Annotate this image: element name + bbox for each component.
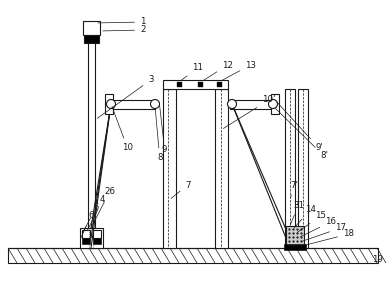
Bar [83, 21, 100, 35]
Bar [84, 35, 99, 43]
Text: 8': 8' [275, 108, 328, 160]
Text: 9': 9' [277, 102, 323, 152]
Text: 12: 12 [203, 61, 233, 80]
Text: 5: 5 [82, 204, 99, 234]
Circle shape [227, 100, 236, 108]
Text: 9: 9 [159, 103, 167, 154]
Text: 16: 16 [300, 217, 336, 237]
Bar [109, 100, 155, 109]
Text: 2: 2 [103, 25, 145, 35]
Bar [82, 230, 90, 238]
Circle shape [151, 100, 160, 108]
Bar [93, 230, 101, 238]
Text: 17: 17 [303, 223, 346, 241]
Bar [163, 89, 176, 248]
Bar [217, 82, 222, 87]
Text: 26: 26 [91, 188, 115, 228]
Bar [298, 89, 308, 248]
Text: 7: 7 [171, 180, 190, 198]
Bar [163, 80, 228, 89]
Text: 15: 15 [297, 212, 326, 233]
Text: 13: 13 [222, 61, 256, 81]
Text: 14: 14 [294, 206, 316, 228]
Bar [93, 238, 101, 244]
Bar [284, 244, 306, 250]
Text: 7': 7' [290, 180, 298, 197]
Bar [105, 94, 113, 114]
Text: 8: 8 [155, 109, 163, 162]
Bar [177, 82, 182, 87]
Text: 1: 1 [98, 17, 145, 27]
Text: 31: 31 [290, 200, 304, 225]
Bar [271, 94, 279, 114]
Text: 10': 10' [223, 96, 275, 128]
Circle shape [106, 100, 115, 108]
Bar [82, 238, 90, 244]
Circle shape [268, 100, 278, 108]
Text: 4: 4 [87, 196, 106, 231]
Bar [198, 82, 203, 87]
Bar [215, 89, 228, 248]
Text: 3: 3 [97, 76, 154, 118]
Text: 10: 10 [112, 107, 133, 152]
Bar [285, 89, 295, 248]
Bar [80, 228, 103, 248]
Text: 11: 11 [181, 63, 203, 80]
Bar [88, 35, 95, 248]
Bar [8, 248, 378, 263]
Text: 19: 19 [372, 255, 383, 265]
Text: 18: 18 [305, 229, 354, 245]
Text: 6: 6 [81, 212, 94, 237]
Bar [286, 226, 304, 248]
Bar [230, 100, 271, 109]
